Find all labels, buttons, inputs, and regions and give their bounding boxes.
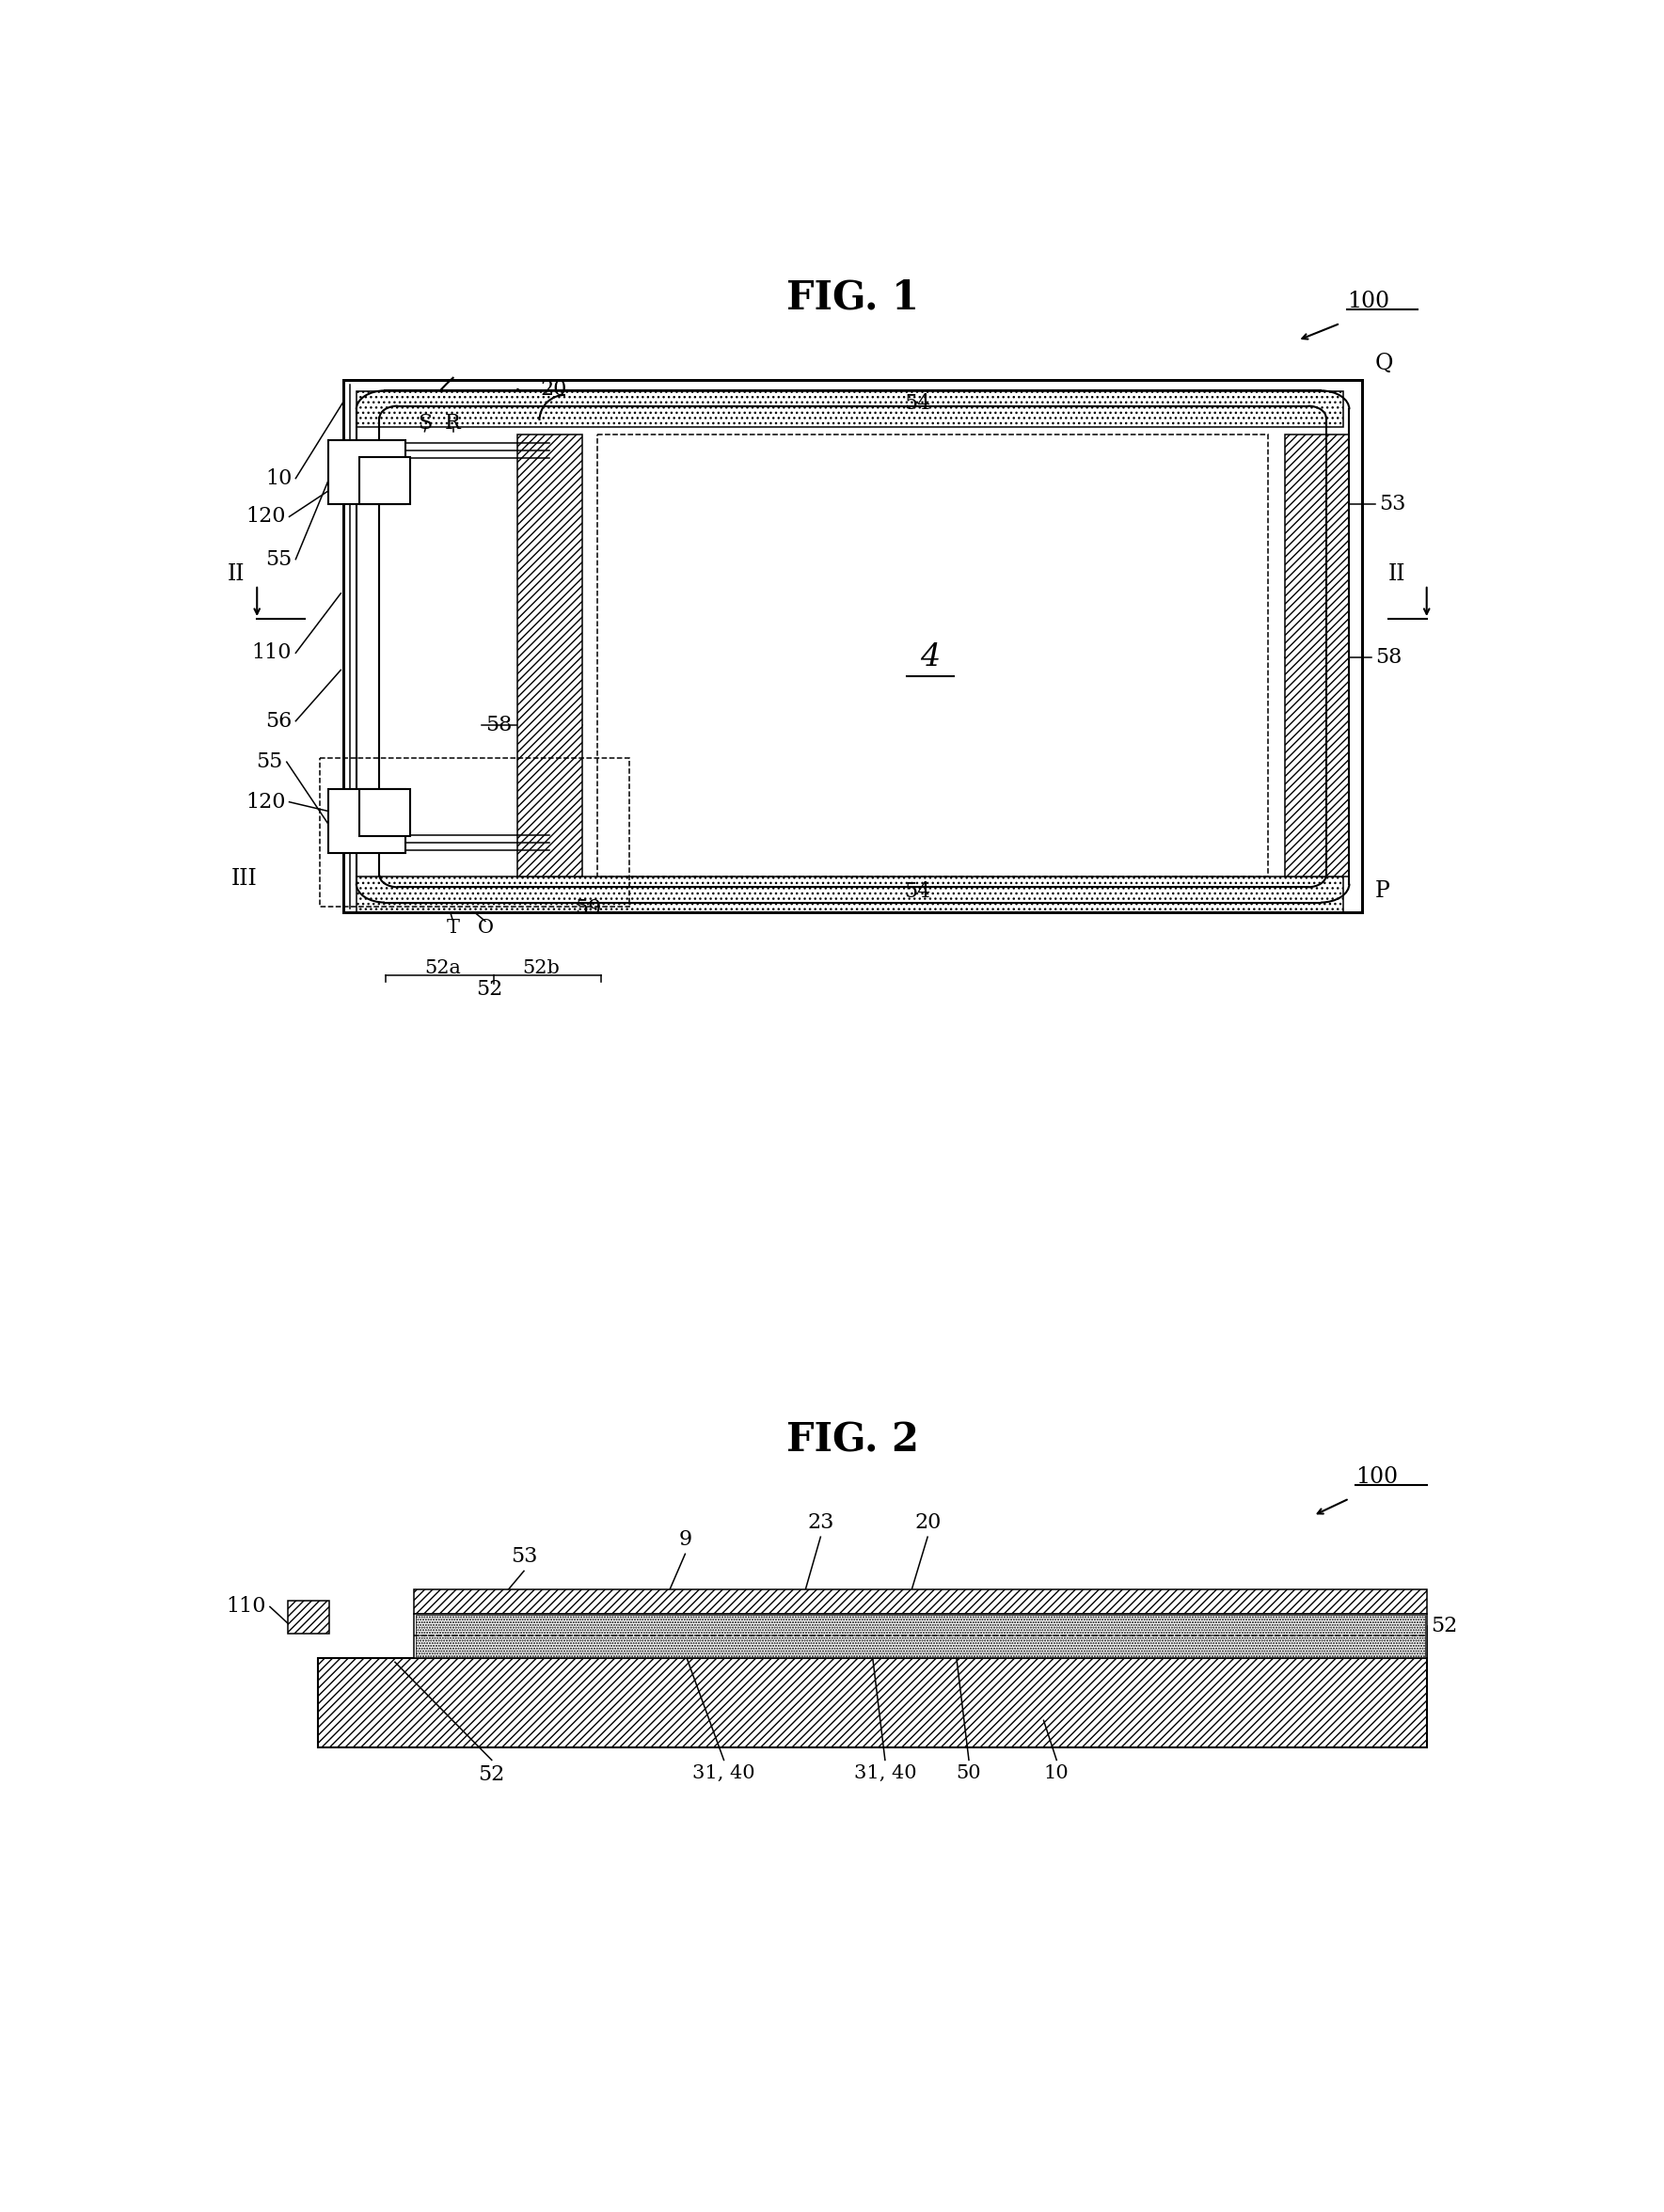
Bar — [328, 440, 406, 504]
Text: 52: 52 — [1431, 1617, 1458, 1637]
Text: 55: 55 — [265, 549, 291, 571]
Text: II: II — [1388, 564, 1406, 584]
Text: 52a: 52a — [424, 960, 461, 978]
Text: 31, 40: 31, 40 — [692, 1765, 755, 1783]
Text: 54: 54 — [904, 880, 930, 902]
Polygon shape — [414, 1590, 1426, 1613]
Text: 59: 59 — [576, 898, 602, 918]
Polygon shape — [318, 1657, 1426, 1747]
Text: 10: 10 — [265, 469, 291, 489]
Text: S: S — [418, 414, 433, 434]
Bar — [414, 1613, 1426, 1657]
Text: 52: 52 — [479, 1765, 504, 1785]
Text: FIG. 2: FIG. 2 — [787, 1420, 919, 1460]
Text: 50: 50 — [957, 1765, 982, 1783]
Polygon shape — [356, 392, 1343, 427]
Text: 120: 120 — [245, 792, 286, 812]
Text: 54: 54 — [904, 394, 930, 414]
Text: 100: 100 — [1356, 1467, 1398, 1486]
Text: 110: 110 — [226, 1597, 266, 1617]
Bar — [343, 380, 1363, 914]
Text: 31, 40: 31, 40 — [854, 1765, 917, 1783]
Text: 55: 55 — [256, 752, 283, 772]
Bar — [328, 790, 406, 854]
Text: 53: 53 — [511, 1546, 537, 1566]
Text: O: O — [478, 918, 493, 938]
Text: 4: 4 — [920, 641, 940, 672]
Text: 20: 20 — [914, 1513, 940, 1533]
Text: 110: 110 — [251, 641, 291, 664]
Text: 100: 100 — [1346, 290, 1389, 312]
Bar — [359, 790, 411, 836]
Text: 52b: 52b — [522, 960, 559, 978]
Text: 56: 56 — [265, 710, 291, 732]
Text: T: T — [446, 918, 459, 938]
Text: II: II — [228, 564, 245, 584]
Polygon shape — [416, 1615, 1426, 1657]
Text: 52: 52 — [476, 980, 503, 1000]
Polygon shape — [356, 876, 1343, 914]
Text: R: R — [446, 414, 461, 434]
Polygon shape — [288, 1601, 329, 1632]
Text: 120: 120 — [245, 507, 286, 526]
Text: FIG. 1: FIG. 1 — [787, 279, 919, 319]
Bar — [359, 458, 411, 504]
Polygon shape — [1285, 434, 1350, 876]
Text: Q: Q — [1374, 352, 1393, 374]
Bar — [319, 759, 629, 907]
Bar — [597, 434, 1268, 876]
Text: 53: 53 — [1379, 493, 1406, 513]
Text: 58: 58 — [486, 714, 513, 737]
Text: 58: 58 — [1374, 646, 1401, 668]
Text: III: III — [231, 867, 258, 889]
Text: 23: 23 — [807, 1513, 834, 1533]
Text: 9: 9 — [679, 1528, 692, 1551]
Text: 10: 10 — [1043, 1765, 1070, 1783]
Text: 20: 20 — [541, 378, 567, 400]
Polygon shape — [518, 434, 582, 876]
Text: P: P — [1374, 880, 1389, 902]
